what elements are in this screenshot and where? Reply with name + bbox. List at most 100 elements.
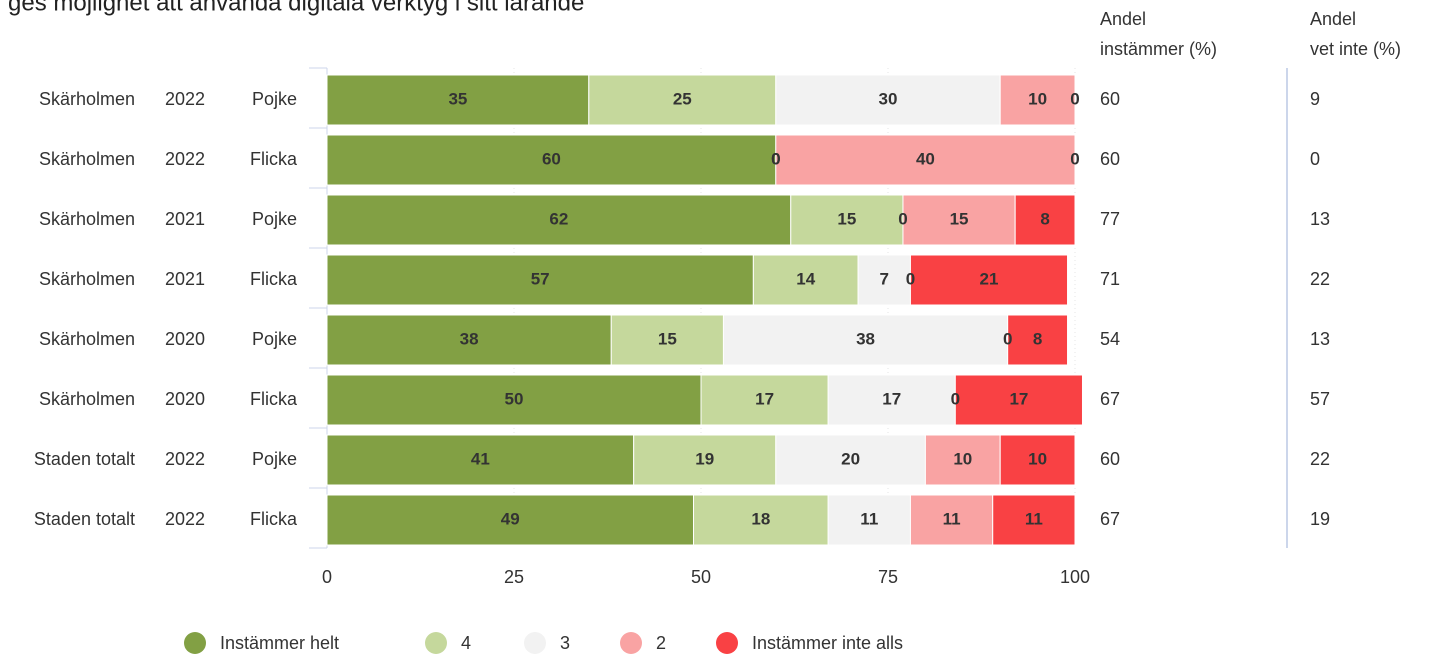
segment-label: 10 [953,449,972,468]
bar-segment [326,494,695,546]
column-value: 19 [1310,509,1330,529]
segment-label: 40 [916,149,935,168]
bar-segment [992,494,1076,546]
bar-segment [326,254,754,306]
column-value: 54 [1100,329,1120,349]
bar-segment [752,254,859,306]
segment-label: 11 [860,509,878,528]
legend-swatch [716,632,738,654]
segment-label: 18 [751,509,770,528]
segment-label: 21 [980,269,999,288]
segment-label: 11 [943,509,961,528]
column-header: vet inte (%) [1310,39,1401,59]
segment-label: 0 [951,389,960,408]
legend-label: Instämmer helt [220,633,339,653]
bar-segment [954,374,1083,426]
row-area: Staden totalt [34,449,135,469]
row-area: Skärholmen [39,209,135,229]
segment-label: 15 [658,329,677,348]
segment-label: 35 [448,89,467,108]
x-tick-label: 75 [878,567,898,587]
segment-label: 20 [841,449,860,468]
column-value: 67 [1100,389,1120,409]
row-year: 2021 [165,269,205,289]
row-gender: Flicka [250,509,298,529]
segment-label: 0 [906,269,915,288]
row-area: Skärholmen [39,329,135,349]
column-value: 13 [1310,209,1330,229]
column-value: 60 [1100,89,1120,109]
segment-label: 10 [1028,449,1047,468]
bar-segment [902,194,1016,246]
bar-segment [827,494,911,546]
legend-swatch [184,632,206,654]
row-gender: Pojke [252,329,297,349]
column-header: Andel [1100,9,1146,29]
x-tick-label: 100 [1060,567,1090,587]
row-year: 2020 [165,389,205,409]
row-area: Skärholmen [39,269,135,289]
legend-label: Instämmer inte alls [752,633,903,653]
legend-swatch [620,632,642,654]
bar-segment [857,254,911,306]
segment-label: 30 [879,89,898,108]
segment-label: 38 [856,329,875,348]
column-header: Andel [1310,9,1356,29]
bar-segment [326,374,702,426]
bar-segment [924,434,1001,486]
column-value: 60 [1100,449,1120,469]
segment-label: 0 [1070,149,1079,168]
bar-segment [1014,194,1076,246]
row-year: 2022 [165,449,205,469]
segment-label: 8 [1033,329,1042,348]
column-value: 77 [1100,209,1120,229]
row-area: Skärholmen [39,89,135,109]
bar-segment [827,374,956,426]
bar-segment [326,74,590,126]
bar-segment [999,434,1076,486]
row-gender: Pojke [252,449,297,469]
segment-label: 8 [1040,209,1049,228]
bar-segment [909,494,994,546]
bar-segment [790,194,904,246]
bar-segment [326,434,635,486]
column-value: 22 [1310,449,1330,469]
column-value: 9 [1310,89,1320,109]
chart-title: ges möjlighet att använda digitala verkt… [8,0,584,16]
row-year: 2020 [165,329,205,349]
legend-swatch [425,632,447,654]
row-year: 2021 [165,209,205,229]
segment-label: 14 [796,269,815,288]
segment-label: 11 [1025,509,1043,528]
segment-label: 50 [505,389,524,408]
legend-swatch [524,632,546,654]
row-area: Skärholmen [39,389,135,409]
bar-segment [909,254,1069,306]
bar-segment [700,374,829,426]
column-value: 57 [1310,389,1330,409]
row-area: Staden totalt [34,509,135,529]
legend-label: 3 [560,633,570,653]
segment-label: 57 [531,269,550,288]
bar-segment [633,434,777,486]
column-value: 13 [1310,329,1330,349]
bar-segment [999,74,1076,126]
segment-label: 10 [1028,89,1047,108]
segment-label: 60 [542,149,561,168]
row-gender: Flicka [250,389,298,409]
segment-label: 49 [501,509,520,528]
segment-label: 0 [771,149,780,168]
segment-label: 19 [695,449,714,468]
x-tick-label: 25 [504,567,524,587]
bar-segment [775,434,926,486]
segment-label: 38 [460,329,479,348]
segment-label: 15 [837,209,856,228]
bar-segment [775,134,1076,186]
segment-label: 41 [471,449,490,468]
segment-label: 17 [755,389,774,408]
segment-label: 0 [1003,329,1012,348]
row-gender: Pojke [252,209,297,229]
row-gender: Pojke [252,89,297,109]
row-year: 2022 [165,89,205,109]
